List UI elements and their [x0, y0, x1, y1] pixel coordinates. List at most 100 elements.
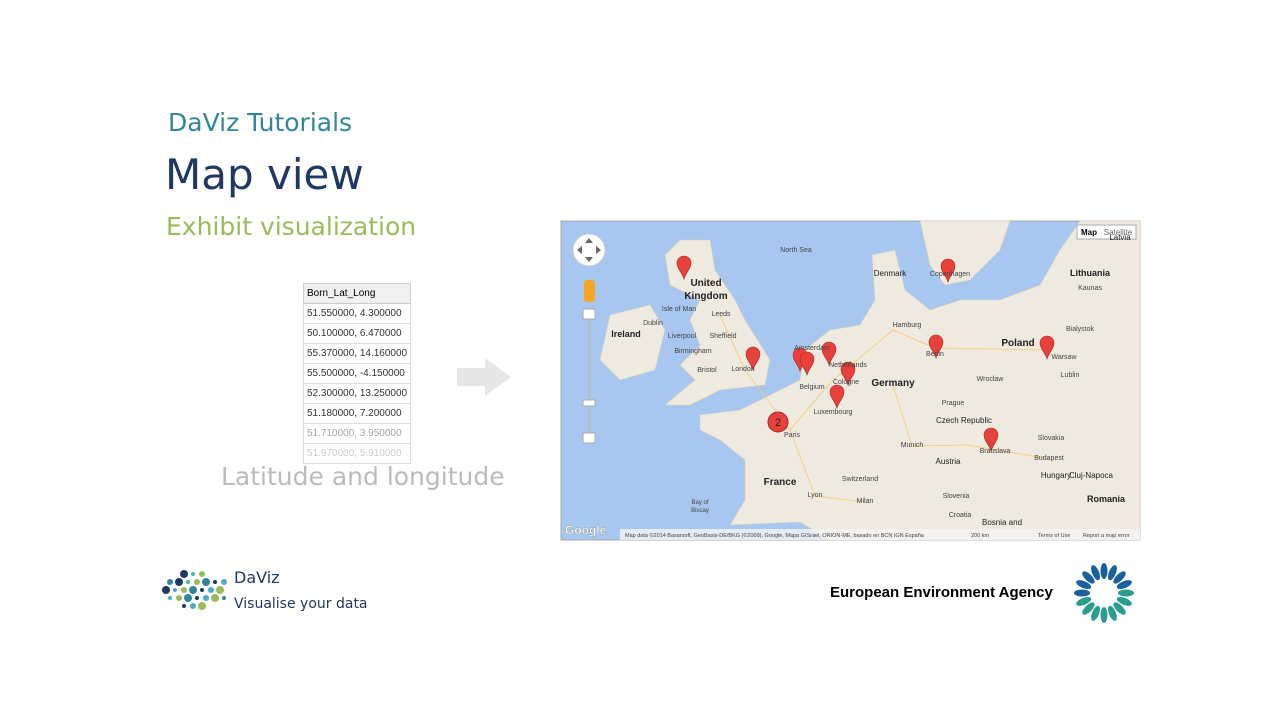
table-cell: 50.100000, 6.470000 — [302, 323, 412, 344]
map-label: Berlin — [926, 351, 944, 358]
table-cell: 55.370000, 14.160000 — [302, 343, 412, 364]
map-label: Hungary — [1041, 471, 1071, 480]
logo-dot — [168, 596, 172, 600]
map-label: Cluj-Napoca — [1069, 471, 1114, 480]
scale: 200 km — [971, 533, 989, 539]
logo-dot — [175, 578, 183, 586]
table-cell: 55.500000, -4.150000 — [302, 363, 412, 384]
map-label: Lublin — [1061, 372, 1080, 379]
logo-dot — [208, 587, 214, 593]
table-cell: 51.180000, 7.200000 — [302, 403, 412, 424]
map-label: Austria — [936, 457, 961, 466]
map-label: Bay of — [691, 500, 708, 506]
attribution: Map data ©2014 Basarsoft, GeoBasis-DE/BK… — [625, 532, 925, 539]
logo-dot — [190, 603, 196, 609]
map-label: Sheffield — [709, 333, 736, 340]
map-label: United — [690, 278, 721, 289]
map-label: Romania — [1087, 494, 1126, 504]
map-label: Wroclaw — [977, 376, 1005, 383]
map: 2 North Sea Denmark Copenhagen Latvia Lithua… — [560, 220, 1141, 541]
map-label: Belgium — [799, 384, 824, 391]
map-label: Lithuania — [1070, 268, 1111, 278]
map-marker — [940, 258, 956, 284]
map-label: Biscay — [691, 508, 709, 514]
map-type-button[interactable]: Satellite — [1104, 228, 1133, 237]
map-label: Isle of Man — [662, 306, 696, 313]
map-label: Slovenia — [943, 493, 970, 500]
map-marker — [745, 346, 761, 372]
map-label: Croatia — [949, 512, 972, 519]
map-label: Poland — [1001, 338, 1034, 349]
daviz-logo — [162, 570, 227, 610]
logo-petal — [1076, 580, 1092, 590]
map-marker — [928, 334, 944, 360]
map-marker — [983, 427, 999, 453]
map-label: North Sea — [780, 247, 812, 254]
report: Report a map error — [1083, 533, 1130, 539]
logo-dot — [200, 588, 204, 592]
logo-petal — [1116, 580, 1132, 590]
map-label: Copenhagen — [930, 271, 970, 278]
logo-dot — [199, 571, 205, 577]
logo-petal — [1076, 596, 1092, 606]
map-label: Ireland — [611, 329, 641, 339]
logo-dot — [182, 604, 186, 608]
eea-name: European Environment Agency — [830, 584, 1053, 601]
logo-dot — [195, 596, 199, 600]
daviz-name: DaViz — [234, 568, 280, 587]
map-label: Hamburg — [893, 322, 922, 329]
map-label: Paris — [784, 432, 800, 439]
map-label: Bialystok — [1066, 326, 1095, 333]
logo-petal — [1113, 571, 1126, 584]
map-label: Budapest — [1034, 455, 1064, 462]
logo-dot — [186, 580, 190, 584]
map-label: Netherlands — [829, 362, 867, 369]
cluster-marker — [767, 411, 789, 433]
map-label: Czech Republic — [936, 416, 992, 425]
logo-dot — [191, 572, 195, 576]
map-type-button[interactable]: Map — [1081, 228, 1097, 237]
kicker: DaViz Tutorials — [168, 108, 353, 137]
arrow — [457, 358, 511, 396]
map-marker — [799, 351, 815, 377]
map-label: Lyon — [808, 492, 823, 499]
logo-petal — [1082, 602, 1095, 615]
map-label: Denmark — [874, 269, 907, 278]
map-label: Amsterdam — [794, 345, 830, 352]
subtitle: Exhibit visualization — [166, 212, 417, 241]
map-marker — [1039, 335, 1055, 361]
attribution-bg — [620, 529, 1140, 540]
map-label: Slovakia — [1038, 435, 1065, 442]
logo-dot — [213, 580, 217, 584]
map-label: Cologne — [833, 379, 859, 386]
logo-dot — [167, 579, 173, 585]
map-marker — [821, 341, 837, 367]
logo-petal — [1118, 589, 1134, 597]
table-header: Born_Lat_Long — [302, 283, 412, 304]
logo-dot — [180, 570, 188, 578]
title: Map view — [165, 150, 364, 199]
map-label: Liverpool — [668, 333, 697, 340]
logo-petal — [1091, 565, 1101, 581]
map-label: France — [764, 477, 797, 488]
map-marker — [676, 255, 692, 281]
logo-petal — [1116, 596, 1132, 606]
map-label: Kaunas — [1078, 285, 1102, 292]
table-cell: 51.550000, 4.300000 — [302, 303, 412, 324]
data-table: Born_Lat_Long 51.550000, 4.300000 50.1000… — [302, 283, 412, 464]
map-label: Munich — [901, 442, 924, 449]
map-label: Warsaw — [1051, 354, 1077, 361]
logo-petal — [1107, 565, 1117, 581]
map-label: Birmingham — [674, 348, 712, 355]
map-label: Luxembourg — [814, 409, 853, 416]
terms: Terms of Use — [1038, 533, 1070, 539]
logo-petal — [1107, 605, 1117, 621]
logo-dot — [216, 586, 224, 594]
map-label: Milan — [857, 498, 874, 505]
map-label: Switzerland — [842, 476, 878, 483]
eea-logo — [1074, 563, 1134, 623]
map-label: London — [731, 366, 754, 373]
cluster-label: 2 — [775, 417, 781, 429]
logo-dot — [173, 588, 177, 592]
